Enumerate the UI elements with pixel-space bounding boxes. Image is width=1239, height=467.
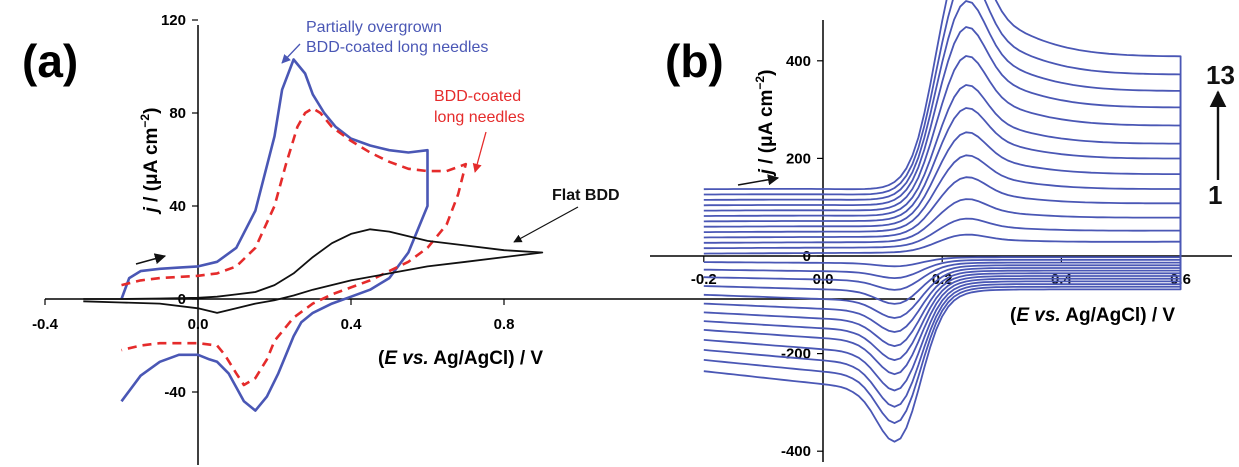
cycle-end-label: 13 xyxy=(1206,60,1235,90)
cv-cycle-10 xyxy=(703,26,1182,392)
panel-b-x-axis-title: (E vs. Ag/AgCl) / V xyxy=(1010,305,1175,326)
panel-b-y-tick-label: -400 xyxy=(781,443,811,460)
panel-a-x-tick-label: 0.0 xyxy=(188,316,209,333)
panel-a-y-tick-label: 40 xyxy=(169,198,186,215)
panel-a-y-tick-label: -40 xyxy=(164,384,186,401)
panel-a-y-tick-label: 0 xyxy=(178,291,186,308)
panel-a-x-axis-title: (E vs. Ag/AgCl) / V xyxy=(378,348,543,369)
panel-b-y-tick-label: 200 xyxy=(786,150,811,167)
panel-b-y-tick-label: 400 xyxy=(786,53,811,70)
annotation-arrow-black xyxy=(513,206,579,243)
panel-b-y-tick-label: 0 xyxy=(803,248,811,265)
panel-a-series xyxy=(83,58,544,412)
panel-b-y-axis-title: j / (μA cm−2) xyxy=(753,70,777,178)
panel-a-x-tick-label: 0.8 xyxy=(494,316,515,333)
cv-cycle-13 xyxy=(703,0,1182,443)
panel-a-x-tick-label: -0.4 xyxy=(32,316,59,333)
annotation-arrow-blue xyxy=(281,43,301,64)
annotation-bdd-coated-2: long needles xyxy=(434,109,525,126)
annotation-bdd-coated-1: BDD-coated xyxy=(434,88,521,105)
annotation-partially-overgrown-2: BDD-coated long needles xyxy=(306,39,488,56)
panel-b-x-tick-label: -0.2 xyxy=(691,271,717,288)
panel-a-y-tick-label: 80 xyxy=(169,105,186,122)
annotation-partially-overgrown-1: Partially overgrown xyxy=(306,19,442,36)
cycle-start-label: 1 xyxy=(1208,180,1222,210)
scan-direction-arrow-a xyxy=(135,253,167,265)
panel-b-series xyxy=(703,0,1182,443)
panel-a-x-tick-label: 0.4 xyxy=(341,316,363,333)
series-line-bdd-coated xyxy=(121,107,468,387)
panel-a-label: (a) xyxy=(22,35,78,87)
scan-direction-arrow-b xyxy=(737,174,780,186)
cv-cycle-2 xyxy=(703,217,1182,279)
series-line-partially-overgrown xyxy=(120,58,429,412)
panel-a-ticks: -0.4 0.0 0.4 0.8 -40 0 40 80 120 xyxy=(32,12,514,401)
panel-a-y-axis-title: j / (μA cm−2) xyxy=(138,108,162,216)
panel-a-y-tick-label: 120 xyxy=(161,12,186,29)
series-line-flat-bdd xyxy=(83,228,544,314)
panel-b-label: (b) xyxy=(665,35,724,87)
annotation-arrow-red xyxy=(472,131,487,173)
annotation-flat-bdd: Flat BDD xyxy=(552,187,620,204)
